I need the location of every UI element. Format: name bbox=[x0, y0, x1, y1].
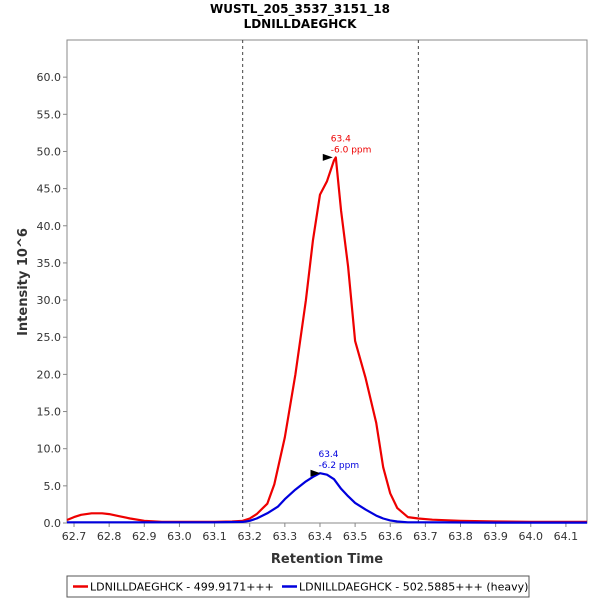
y-tick-label: 15.0 bbox=[37, 406, 62, 419]
x-tick-label: 63.4 bbox=[308, 530, 333, 543]
x-tick-label: 63.6 bbox=[378, 530, 403, 543]
x-tick-label: 63.1 bbox=[202, 530, 227, 543]
y-tick-label: 30.0 bbox=[37, 294, 62, 307]
y-tick-label: 35.0 bbox=[37, 257, 62, 270]
x-tick-label: 63.2 bbox=[237, 530, 262, 543]
y-tick-label: 10.0 bbox=[37, 443, 62, 456]
y-tick-label: 40.0 bbox=[37, 220, 62, 233]
y-tick-label: 50.0 bbox=[37, 145, 62, 158]
x-tick-label: 63.3 bbox=[273, 530, 298, 543]
y-tick-label: 0.0 bbox=[44, 517, 62, 530]
y-tick-label: 5.0 bbox=[44, 480, 62, 493]
plot-area bbox=[66, 39, 588, 524]
series-heavy-line bbox=[67, 472, 587, 524]
y-tick-label: 45.0 bbox=[37, 183, 62, 196]
x-tick-label: 62.9 bbox=[132, 530, 157, 543]
x-tick-label: 63.9 bbox=[483, 530, 508, 543]
peak-marker-arrow bbox=[322, 153, 333, 161]
peak-ppm-label: -6.0 ppm bbox=[331, 145, 372, 155]
y-axis-ticks: 0.0 5.0 10.0 15.0 20.0 25.0 30.0 35.0 40.0 45.0 50… bbox=[37, 71, 67, 530]
peak-time-label: 63.4 bbox=[331, 134, 351, 144]
peak-ppm-label: -6.2 ppm bbox=[318, 461, 359, 471]
peak-time-label: 63.4 bbox=[318, 450, 338, 460]
peak-marker-arrow bbox=[310, 469, 321, 477]
y-tick-label: 60.0 bbox=[37, 71, 62, 84]
legend-label-heavy: LDNILLDAEGHCK - 502.5885+++ (heavy) bbox=[299, 581, 528, 594]
x-tick-label: 62.7 bbox=[62, 530, 87, 543]
y-tick-label: 25.0 bbox=[37, 331, 62, 344]
x-axis-ticks: 62.7 62.8 62.9 63.0 63.1 63.2 63.3 63.4 63.5 63.6… bbox=[62, 523, 578, 543]
x-tick-label: 63.0 bbox=[167, 530, 192, 543]
x-tick-label: 64.1 bbox=[554, 530, 579, 543]
legend-box bbox=[66, 575, 530, 598]
x-tick-label: 62.8 bbox=[97, 530, 122, 543]
series-layer bbox=[66, 156, 587, 524]
legend: LDNILLDAEGHCK - 499.9171+++ LDNILLDAEGHC… bbox=[66, 575, 530, 598]
y-tick-label: 55.0 bbox=[37, 108, 62, 121]
x-tick-label: 63.7 bbox=[413, 530, 438, 543]
x-tick-label: 63.5 bbox=[343, 530, 368, 543]
y-axis-title: Intensity 10^6 bbox=[16, 228, 31, 336]
x-axis-title: Retention Time bbox=[271, 552, 383, 567]
integration-boundaries bbox=[242, 40, 419, 523]
chart-subtitle: LDNILLDAEGHCK bbox=[244, 17, 358, 31]
series-light-line bbox=[66, 156, 587, 524]
legend-label-light: LDNILLDAEGHCK - 499.9171+++ bbox=[90, 581, 274, 594]
x-tick-label: 64.0 bbox=[519, 530, 544, 543]
y-tick-label: 20.0 bbox=[37, 368, 62, 381]
chart-title: WUSTL_205_3537_3151_18 bbox=[210, 2, 390, 17]
x-tick-label: 63.8 bbox=[448, 530, 473, 543]
